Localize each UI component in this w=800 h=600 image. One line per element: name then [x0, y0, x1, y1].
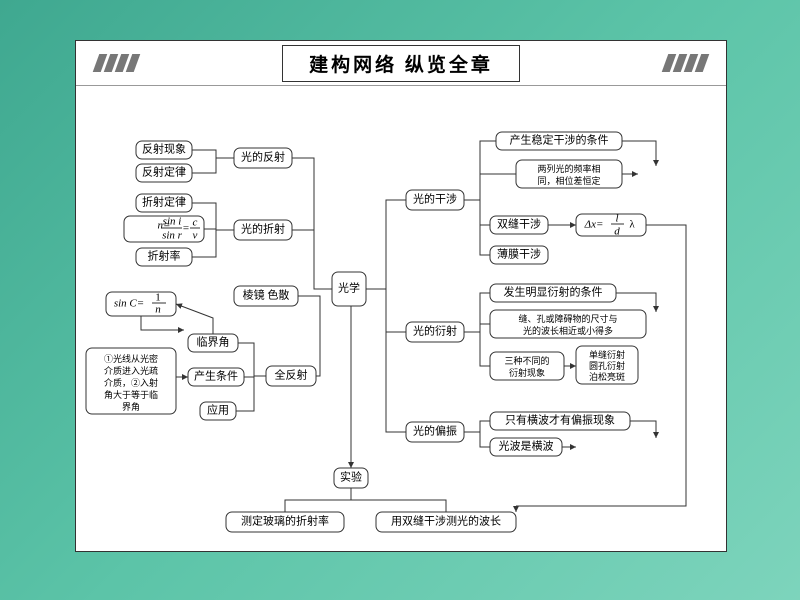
svg-text:n: n — [155, 304, 161, 316]
svg-text:界角: 界角 — [122, 401, 140, 412]
svg-text:介质进入光疏: 介质进入光疏 — [104, 365, 158, 376]
page-title: 建构网络 纵览全章 — [282, 45, 520, 82]
svg-text:l: l — [615, 213, 618, 225]
n-diffract: 光的衍射 — [413, 324, 457, 338]
n-total-reflect: 全反射 — [275, 368, 308, 382]
concept-map: 反射现象 反射定律 折射定律 n= sin i sin r = c v 折射率 … — [76, 86, 726, 552]
n-polarize: 光的偏振 — [413, 424, 457, 438]
svg-text:Δx=: Δx= — [584, 219, 604, 231]
n-experiment: 实验 — [340, 470, 362, 484]
n-app: 应用 — [207, 403, 229, 417]
n-light-trans: 光波是横波 — [499, 439, 554, 453]
svg-text:三种不同的: 三种不同的 — [504, 355, 549, 366]
n-stable: 产生稳定干涉的条件 — [510, 133, 609, 147]
svg-text:sin r: sin r — [162, 230, 183, 242]
n-film: 薄膜干涉 — [497, 247, 541, 261]
svg-text:同，相位差恒定: 同，相位差恒定 — [537, 175, 600, 186]
n-refract-rate: 折射率 — [148, 249, 181, 263]
svg-text:sin i: sin i — [163, 216, 182, 228]
title-banner: 建构网络 纵览全章 — [76, 41, 726, 86]
n-interfere: 光的干涉 — [413, 192, 457, 206]
n-diff-cond: 发生明显衍射的条件 — [504, 285, 603, 299]
svg-text:①光线从光密: ①光线从光密 — [104, 353, 158, 364]
n-optics: 光学 — [338, 281, 360, 295]
n-light-reflect: 光的反射 — [241, 150, 285, 164]
svg-text:泊松亮斑: 泊松亮斑 — [589, 371, 625, 382]
n-critical: 临界角 — [197, 335, 230, 349]
svg-text:c: c — [193, 217, 198, 229]
n-cond: 产生条件 — [194, 369, 238, 383]
svg-text:光的波长相近或小得多: 光的波长相近或小得多 — [523, 325, 613, 336]
n-only-trans: 只有横波才有偏振现象 — [505, 413, 615, 427]
n-refract-law: 折射定律 — [142, 195, 186, 209]
svg-text:圆孔衍射: 圆孔衍射 — [589, 360, 625, 371]
n-ds-measure: 用双缝干涉测光的波长 — [391, 514, 501, 528]
stripe-right — [662, 54, 710, 72]
n-light-refract: 光的折射 — [241, 222, 285, 236]
n-ds-int: 双缝干涉 — [497, 217, 541, 231]
svg-text:λ: λ — [629, 219, 635, 231]
svg-text:单缝衍射: 单缝衍射 — [589, 349, 625, 360]
svg-text:d: d — [614, 226, 620, 238]
stripe-left — [93, 54, 141, 72]
svg-text:介质，②入射: 介质，②入射 — [104, 377, 158, 388]
svg-text:角大于等于临: 角大于等于临 — [104, 389, 158, 400]
n-glass: 测定玻璃的折射率 — [241, 514, 329, 528]
svg-text:两列光的频率相: 两列光的频率相 — [537, 163, 600, 174]
n-prism: 棱镜 色散 — [243, 288, 290, 302]
svg-text:v: v — [193, 230, 198, 242]
svg-text:衍射现象: 衍射现象 — [509, 367, 545, 378]
n-reflect-law: 反射定律 — [142, 165, 186, 179]
n-reflect-phen: 反射现象 — [142, 142, 186, 156]
svg-text:sin C=: sin C= — [114, 298, 144, 310]
svg-text:=: = — [183, 223, 189, 235]
svg-text:1: 1 — [155, 292, 161, 304]
svg-text:缝、孔或障碍物的尺寸与: 缝、孔或障碍物的尺寸与 — [518, 313, 617, 324]
